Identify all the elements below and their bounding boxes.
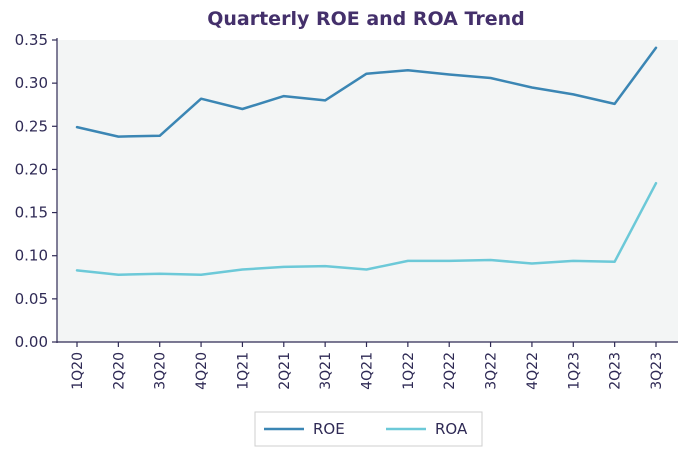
y-tick-label: 0.35	[15, 31, 48, 49]
y-tick-label: 0.30	[15, 74, 48, 92]
x-tick-label: 2Q23	[608, 352, 624, 390]
y-tick-label: 0.05	[15, 290, 48, 308]
legend-label-roe: ROE	[313, 420, 345, 438]
series-line-roa	[75, 181, 658, 276]
y-tick-label: 0.20	[15, 160, 48, 178]
legend-label-roa: ROA	[435, 420, 468, 438]
series-line-roe	[75, 46, 658, 138]
x-tick-label: 4Q20	[194, 352, 210, 390]
x-axis: 1Q20 2Q20 3Q20 4Q20 1Q21 2Q21 3Q21 4Q21 1Q22 2Q22…	[57, 341, 678, 390]
x-tick-label: 3Q23	[649, 352, 665, 390]
y-tick-label: 0.25	[15, 117, 48, 135]
plot-background	[57, 40, 678, 342]
x-tick-label: 4Q22	[525, 352, 541, 390]
x-tick-label: 1Q21	[235, 352, 251, 390]
y-tick-label: 0.10	[15, 247, 48, 265]
x-tick-label: 2Q21	[277, 352, 293, 390]
x-tick-label: 1Q23	[566, 352, 582, 390]
x-tick-label: 3Q22	[484, 352, 500, 390]
y-axis: 0.00 0.05 0.10 0.15 0.20 0.25 0.30 0.35	[15, 31, 58, 351]
x-tick-label: 3Q20	[153, 352, 169, 390]
series-layer	[75, 46, 658, 276]
x-tick-label: 1Q20	[70, 352, 86, 390]
x-tick-label: 2Q20	[111, 352, 127, 390]
x-tick-label: 2Q22	[442, 352, 458, 390]
y-tick-label: 0.15	[15, 204, 48, 222]
legend: ROE ROA	[254, 411, 483, 447]
y-tick-label: 0.00	[15, 333, 48, 351]
x-tick-label: 1Q22	[401, 352, 417, 390]
x-tick-label: 4Q21	[360, 352, 376, 390]
x-tick-label: 3Q21	[318, 352, 334, 390]
chart-title: Quarterly ROE and ROA Trend	[207, 8, 525, 30]
